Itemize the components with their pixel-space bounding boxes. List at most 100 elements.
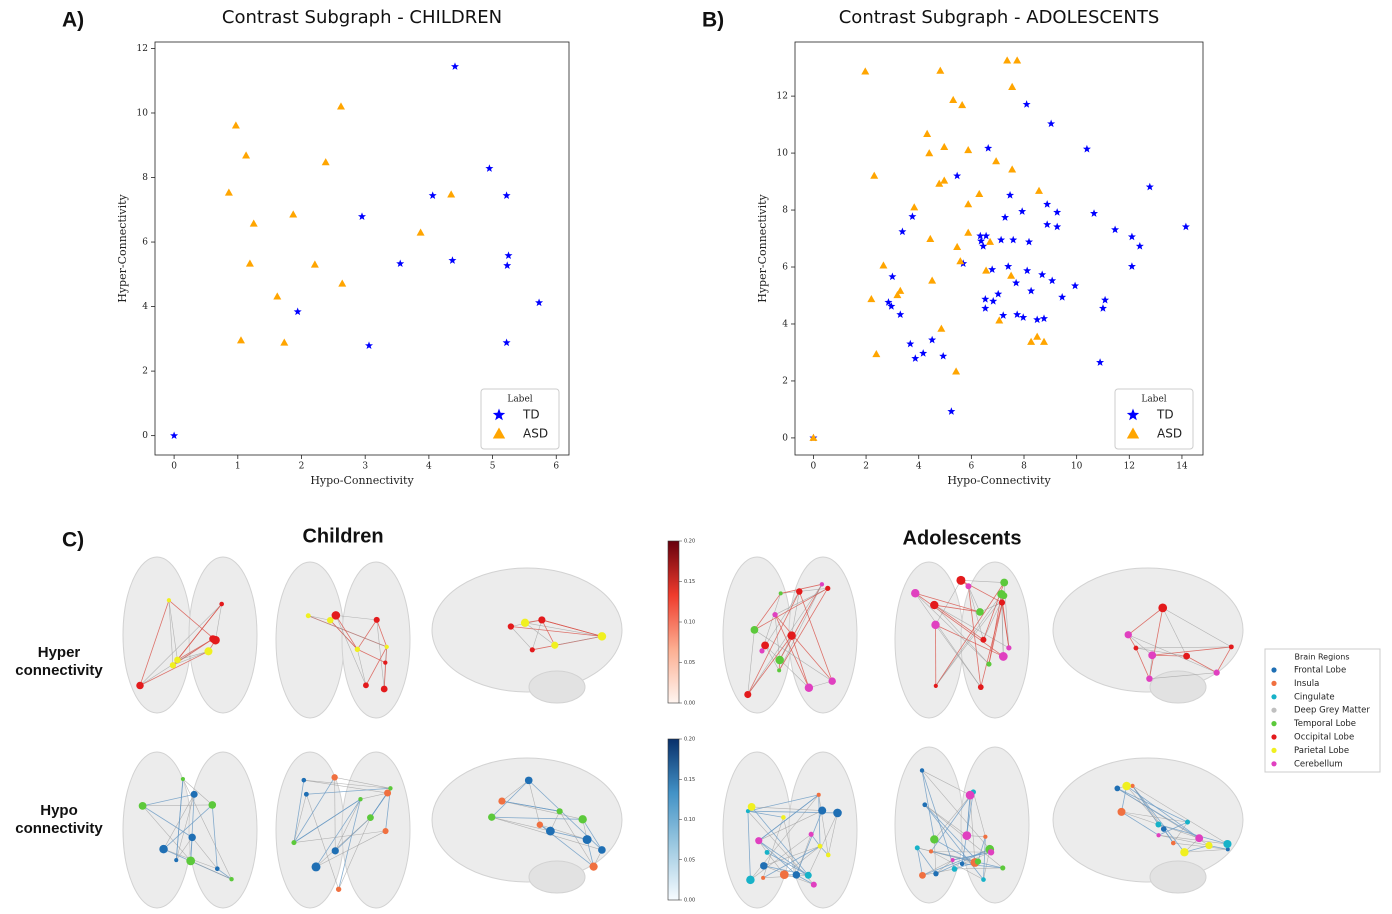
brain-shape — [276, 562, 344, 718]
brain-shape — [723, 557, 791, 713]
brain-node — [219, 602, 224, 607]
brain-node — [755, 837, 762, 844]
brain-node — [355, 647, 360, 652]
brain — [123, 752, 257, 908]
brain-node — [960, 861, 965, 866]
brain-node — [833, 809, 842, 818]
brain-node — [929, 849, 933, 853]
data-point — [958, 101, 966, 108]
brain-node — [381, 686, 388, 693]
brain-node — [975, 858, 981, 864]
brain-node — [780, 870, 789, 879]
data-point — [1182, 223, 1190, 231]
data-point — [1099, 304, 1107, 312]
brain-node — [302, 778, 307, 783]
brain-shape — [189, 557, 257, 713]
brain-node — [777, 668, 781, 672]
brain — [895, 562, 1029, 718]
data-point — [1101, 296, 1109, 304]
figure-canvas: A)Contrast Subgraph - CHILDREN0123456024… — [0, 0, 1392, 914]
data-point — [358, 212, 366, 220]
legend-marker — [1271, 694, 1276, 699]
brain-shape — [189, 752, 257, 908]
brain-node — [986, 661, 991, 666]
data-point — [1146, 183, 1154, 191]
data-point — [939, 352, 947, 360]
legend-marker — [1271, 681, 1276, 686]
legend-label: Occipital Lobe — [1294, 733, 1354, 743]
brain-node — [229, 877, 233, 881]
data-point — [867, 295, 875, 302]
brain-node — [1146, 675, 1152, 681]
brain-node — [779, 591, 783, 595]
brain-node — [525, 777, 533, 785]
brain-node — [186, 856, 195, 865]
data-point — [949, 96, 957, 103]
data-point — [986, 238, 994, 245]
data-point — [1128, 262, 1136, 270]
brain-node — [546, 827, 555, 836]
brain — [432, 568, 622, 703]
brain-node — [1158, 604, 1167, 613]
legend-label: Temporal Lobe — [1293, 719, 1356, 729]
brain-shape — [1150, 671, 1206, 703]
data-point — [503, 261, 511, 269]
data-point — [1053, 208, 1061, 216]
brain-node — [1125, 631, 1132, 638]
brain-node — [781, 815, 786, 820]
brain-node — [508, 623, 514, 629]
brain-node — [922, 802, 927, 807]
brain-shape — [342, 752, 410, 908]
data-point — [1009, 236, 1017, 244]
brain — [1053, 568, 1243, 703]
data-point — [417, 228, 425, 235]
y-tick-label: 6 — [142, 238, 148, 248]
brain-shape — [961, 747, 1029, 903]
brain-node — [818, 807, 826, 815]
brain-shape — [789, 752, 857, 908]
data-point — [988, 265, 996, 273]
x-tick-label: 4 — [426, 462, 432, 472]
brain-node — [772, 612, 777, 617]
brain-node — [521, 619, 529, 627]
brain-node — [793, 871, 800, 878]
brain-node — [211, 636, 220, 645]
data-point — [1035, 187, 1043, 194]
chart-title: Contrast Subgraph - CHILDREN — [222, 7, 502, 28]
brain-node — [363, 682, 369, 688]
legend-marker — [1271, 761, 1276, 766]
colorbar-tick-label: 0.20 — [684, 539, 695, 545]
y-tick-label: 6 — [782, 263, 788, 273]
brain-node — [336, 887, 341, 892]
brain-node — [174, 858, 178, 862]
data-point — [861, 67, 869, 74]
brain-node — [1000, 865, 1005, 870]
data-point — [926, 235, 934, 242]
x-tick-label: 12 — [1124, 462, 1135, 472]
brain-node — [744, 691, 751, 698]
brain-node — [1134, 646, 1139, 651]
y-axis-label: Hyper-Connectivity — [116, 193, 129, 302]
figure: A)Contrast Subgraph - CHILDREN0123456024… — [0, 0, 1392, 914]
data-point — [964, 229, 972, 236]
data-point — [940, 177, 948, 184]
brain-node — [1006, 645, 1011, 650]
x-tick-label: 4 — [916, 462, 922, 472]
data-point — [910, 203, 918, 210]
brain-node — [332, 847, 339, 854]
legend-title: Label — [507, 395, 532, 405]
data-point — [997, 236, 1005, 244]
y-axis-label: Hyper-Connectivity — [756, 193, 769, 302]
brain-node — [1155, 821, 1161, 827]
brain-node — [188, 834, 195, 841]
data-point — [940, 143, 948, 150]
brain-node — [191, 791, 198, 798]
data-point — [1136, 242, 1144, 250]
brain-node — [537, 822, 543, 828]
colorbar — [668, 541, 679, 703]
data-point — [923, 130, 931, 137]
data-point — [1001, 213, 1009, 221]
data-point — [999, 311, 1007, 319]
brain-node — [765, 850, 770, 855]
column-title: Children — [302, 525, 383, 547]
